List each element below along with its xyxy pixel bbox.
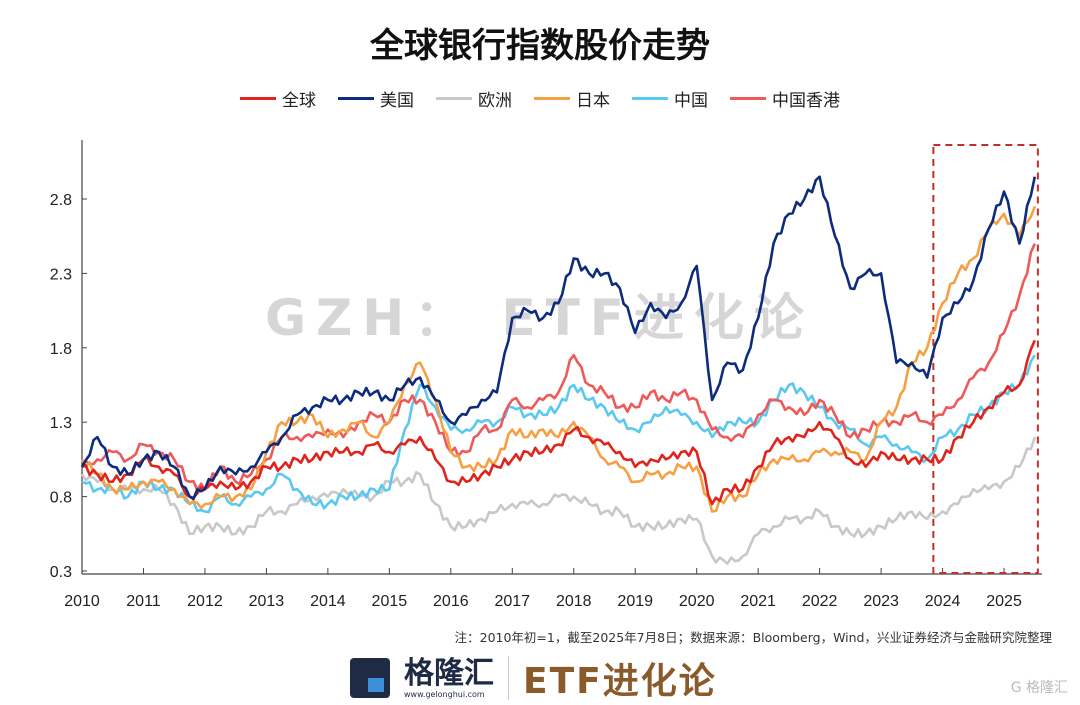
legend-label: 欧洲 xyxy=(478,91,512,111)
series-line-4 xyxy=(81,354,1036,514)
legend-swatch xyxy=(632,97,668,100)
y-tick-label: 0.3 xyxy=(50,564,72,581)
series-line-3 xyxy=(80,205,1037,513)
legend-item: 欧洲 xyxy=(436,86,512,111)
brand-name: 格隆汇 xyxy=(404,655,494,691)
x-tick-label: 2024 xyxy=(925,593,961,610)
legend-label: 全球 xyxy=(282,91,316,111)
x-tick-label: 2011 xyxy=(126,593,161,610)
legend-swatch xyxy=(436,97,472,100)
legend-swatch xyxy=(338,97,374,100)
y-tick-label: 2.3 xyxy=(50,266,72,283)
series-line-2 xyxy=(80,436,1037,565)
y-tick-label: 2.8 xyxy=(50,192,72,209)
legend-item: 中国 xyxy=(632,86,708,111)
legend-item: 美国 xyxy=(338,86,414,111)
y-tick-label: 1.3 xyxy=(50,415,72,432)
legend-swatch xyxy=(240,97,276,100)
divider xyxy=(508,656,509,700)
x-tick-label: 2015 xyxy=(372,593,408,610)
x-tick-label: 2017 xyxy=(494,593,530,610)
x-tick-label: 2010 xyxy=(64,593,100,610)
x-tick-label: 2012 xyxy=(187,593,223,610)
gelonghui-logo-icon xyxy=(350,658,390,698)
corner-watermark: G 格隆汇 xyxy=(1010,680,1068,696)
account-name: ETF进化论 xyxy=(523,661,717,702)
highlight-box xyxy=(932,144,1039,574)
x-tick-label: 2020 xyxy=(679,593,715,610)
x-tick-label: 2014 xyxy=(310,593,346,610)
brand-url: www.gelonghui.com xyxy=(404,689,485,699)
x-tick-label: 2016 xyxy=(433,593,469,610)
watermark: GZH： ETF进化论 xyxy=(265,289,814,347)
legend-item: 中国香港 xyxy=(730,86,840,111)
legend-item: 全球 xyxy=(240,86,316,111)
series-line-1 xyxy=(80,175,1037,501)
footnote: 注：2010年初=1，截至2025年7月8日；数据来源：Bloomberg，Wi… xyxy=(454,630,1052,645)
brand-bar: 格隆汇 www.gelonghui.com ETF进化论 xyxy=(350,652,717,704)
y-tick-label: 1.8 xyxy=(50,341,72,358)
x-tick-label: 2013 xyxy=(249,593,285,610)
chart-title: 全球银行指数股价走势 xyxy=(370,26,710,66)
series-line-0 xyxy=(81,339,1036,506)
x-tick-label: 2018 xyxy=(556,593,592,610)
x-tick-label: 2022 xyxy=(802,593,838,610)
legend-label: 美国 xyxy=(380,91,414,111)
x-tick-label: 2023 xyxy=(863,593,899,610)
y-tick-label: 0.8 xyxy=(50,490,72,507)
x-tick-label: 2021 xyxy=(740,593,776,610)
series-line-5 xyxy=(80,243,1036,492)
legend-swatch xyxy=(730,97,766,100)
legend-label: 中国香港 xyxy=(772,91,840,111)
legend: 全球 美国 欧洲 日本 中国 中国香港 xyxy=(0,86,1080,111)
legend-label: 日本 xyxy=(576,91,610,111)
legend-item: 日本 xyxy=(534,86,610,111)
legend-swatch xyxy=(534,97,570,100)
legend-label: 中国 xyxy=(674,91,708,111)
x-tick-label: 2019 xyxy=(617,593,653,610)
x-tick-label: 2025 xyxy=(986,593,1022,610)
